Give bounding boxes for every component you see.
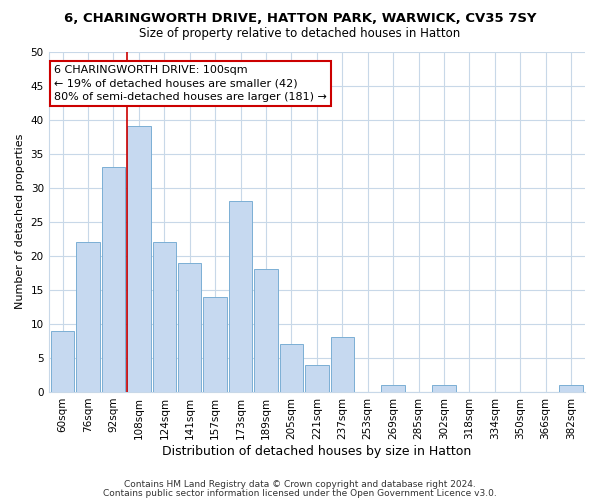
Text: Contains public sector information licensed under the Open Government Licence v3: Contains public sector information licen… (103, 488, 497, 498)
Bar (76, 242, 100, 392)
Bar (102, 168, 125, 392)
Text: Contains HM Land Registry data © Crown copyright and database right 2024.: Contains HM Land Registry data © Crown c… (124, 480, 476, 489)
Text: Size of property relative to detached houses in Hatton: Size of property relative to detached ho… (139, 28, 461, 40)
Bar (229, 202, 252, 392)
Bar (559, 385, 583, 392)
Bar (305, 364, 329, 392)
X-axis label: Distribution of detached houses by size in Hatton: Distribution of detached houses by size … (162, 444, 472, 458)
Bar (331, 338, 354, 392)
Bar (203, 296, 227, 392)
Text: 6, CHARINGWORTH DRIVE, HATTON PARK, WARWICK, CV35 7SY: 6, CHARINGWORTH DRIVE, HATTON PARK, WARW… (64, 12, 536, 26)
Bar (432, 385, 455, 392)
Bar (178, 262, 202, 392)
Y-axis label: Number of detached properties: Number of detached properties (15, 134, 25, 310)
Bar (127, 126, 151, 392)
Text: 6 CHARINGWORTH DRIVE: 100sqm
← 19% of detached houses are smaller (42)
80% of se: 6 CHARINGWORTH DRIVE: 100sqm ← 19% of de… (54, 65, 327, 102)
Bar (280, 344, 303, 392)
Bar (254, 270, 278, 392)
Bar (51, 330, 74, 392)
Bar (382, 385, 405, 392)
Bar (152, 242, 176, 392)
